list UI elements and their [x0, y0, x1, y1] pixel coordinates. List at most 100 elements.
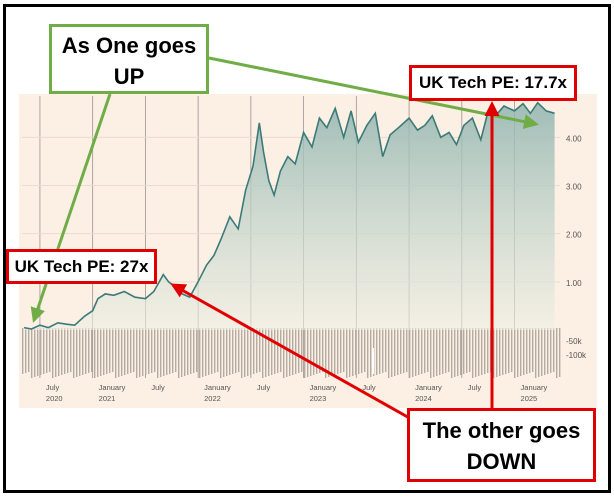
volume-bar — [265, 328, 267, 377]
volume-bar — [247, 328, 249, 376]
volume-bar — [148, 328, 150, 374]
volume-bar — [295, 328, 297, 374]
volume-bar — [70, 328, 72, 372]
volume-bar — [91, 328, 93, 372]
other-goes-down-callout: The other goes DOWN — [407, 408, 596, 482]
up-callout-line1: As One goes — [61, 33, 197, 58]
volume-bar — [403, 328, 405, 373]
volume-bar — [25, 328, 27, 373]
volume-bar — [508, 328, 510, 373]
volume-bar — [100, 328, 102, 376]
volume-bar — [322, 328, 324, 372]
volume-bar — [466, 328, 468, 373]
volume-bar — [226, 328, 228, 376]
volume-bar — [64, 328, 66, 374]
volume-bar — [106, 328, 108, 374]
volume-bar — [52, 328, 54, 378]
volume-bar — [430, 328, 432, 378]
pe-2021-label: UK Tech PE: 27x — [14, 257, 149, 276]
volume-bar — [544, 328, 546, 375]
volume-bar — [436, 328, 438, 376]
volume-bar — [391, 328, 393, 377]
volume-bar — [154, 328, 156, 372]
volume-bar — [82, 328, 84, 375]
volume-bar — [376, 328, 378, 375]
volume-bar — [532, 328, 534, 372]
volume-bar — [409, 328, 411, 378]
volume-bar — [160, 328, 162, 377]
volume-bar — [172, 328, 174, 373]
volume-bar — [274, 328, 276, 374]
volume-bar — [178, 328, 180, 378]
x-axis-tick-labels: July 2020 January 2021 July January 2022 July Ja… — [46, 383, 548, 403]
volume-bar — [217, 328, 219, 372]
volume-bar — [505, 328, 507, 374]
volume-bar — [268, 328, 270, 376]
volume-bar — [388, 328, 390, 378]
volume-bar — [133, 328, 135, 372]
volume-bar — [382, 328, 384, 373]
volume-bar — [277, 328, 279, 373]
volume-bar — [250, 328, 252, 375]
volume-bar — [385, 328, 387, 372]
volume-bar — [58, 328, 60, 376]
volume-bar — [379, 328, 381, 374]
volume-bar — [283, 328, 285, 378]
volume-bar — [109, 328, 111, 373]
volume-bar — [67, 328, 69, 373]
volume-bar — [442, 328, 444, 374]
volume-bar — [79, 328, 81, 376]
volume-bar — [166, 328, 168, 375]
volume-gap — [372, 348, 374, 374]
volume-bar — [349, 328, 351, 377]
volume-bar — [202, 328, 204, 377]
y-axis-tick-labels: 1.00 2.00 3.00 4.00 -50k -100k — [566, 134, 587, 360]
volume-bar — [37, 328, 39, 376]
red-arrow-to-2021-peak — [170, 283, 414, 422]
x-tick-year: 2025 — [521, 394, 538, 403]
volume-bar — [475, 328, 477, 377]
y-tick-label: 1.00 — [566, 279, 582, 288]
volume-bar — [325, 328, 327, 378]
uk-tech-pe-2021-callout: UK Tech PE: 27x — [6, 249, 157, 284]
volume-bar — [550, 328, 552, 373]
down-callout-line1: The other goes — [422, 418, 581, 443]
volume-bar — [61, 328, 63, 375]
volume-bar — [223, 328, 225, 377]
volume-bar — [433, 328, 435, 377]
volume-bar — [364, 328, 366, 372]
volume-bar — [499, 328, 501, 376]
volume-bar — [400, 328, 402, 374]
x-tick-month: January — [415, 383, 442, 392]
uk-tech-pe-2025-callout: UK Tech PE: 17.7x — [409, 65, 577, 101]
price-series-line — [23, 101, 555, 330]
volume-bar — [85, 328, 87, 374]
volume-bar — [331, 328, 333, 376]
volume-bar — [361, 328, 363, 373]
x-tick-month: July — [151, 383, 165, 392]
volume-bar — [478, 328, 480, 376]
volume-bar — [424, 328, 426, 373]
x-tick-month: July — [46, 383, 60, 392]
y-tick-label: 3.00 — [566, 183, 582, 192]
volume-bar — [76, 328, 78, 377]
x-tick-month: January — [99, 383, 126, 392]
volume-bar — [538, 328, 540, 377]
as-one-goes-up-callout: As One goes UP — [49, 24, 209, 94]
volume-bar — [163, 328, 165, 376]
volume-bar — [118, 328, 120, 377]
volume-bar — [211, 328, 213, 374]
volume-bar — [43, 328, 45, 374]
volume-bar — [370, 328, 372, 377]
volume-bar — [271, 328, 273, 375]
volume-bar — [181, 328, 183, 377]
y-tick-label: 4.00 — [566, 134, 582, 143]
down-callout-line2: DOWN — [466, 449, 537, 474]
volume-bar — [451, 328, 453, 378]
volume-bar — [232, 328, 234, 374]
volume-bar — [244, 328, 246, 377]
volume-bar — [328, 328, 330, 377]
volume-bar — [184, 328, 186, 376]
green-arrow-to-2025-peak — [208, 56, 539, 129]
